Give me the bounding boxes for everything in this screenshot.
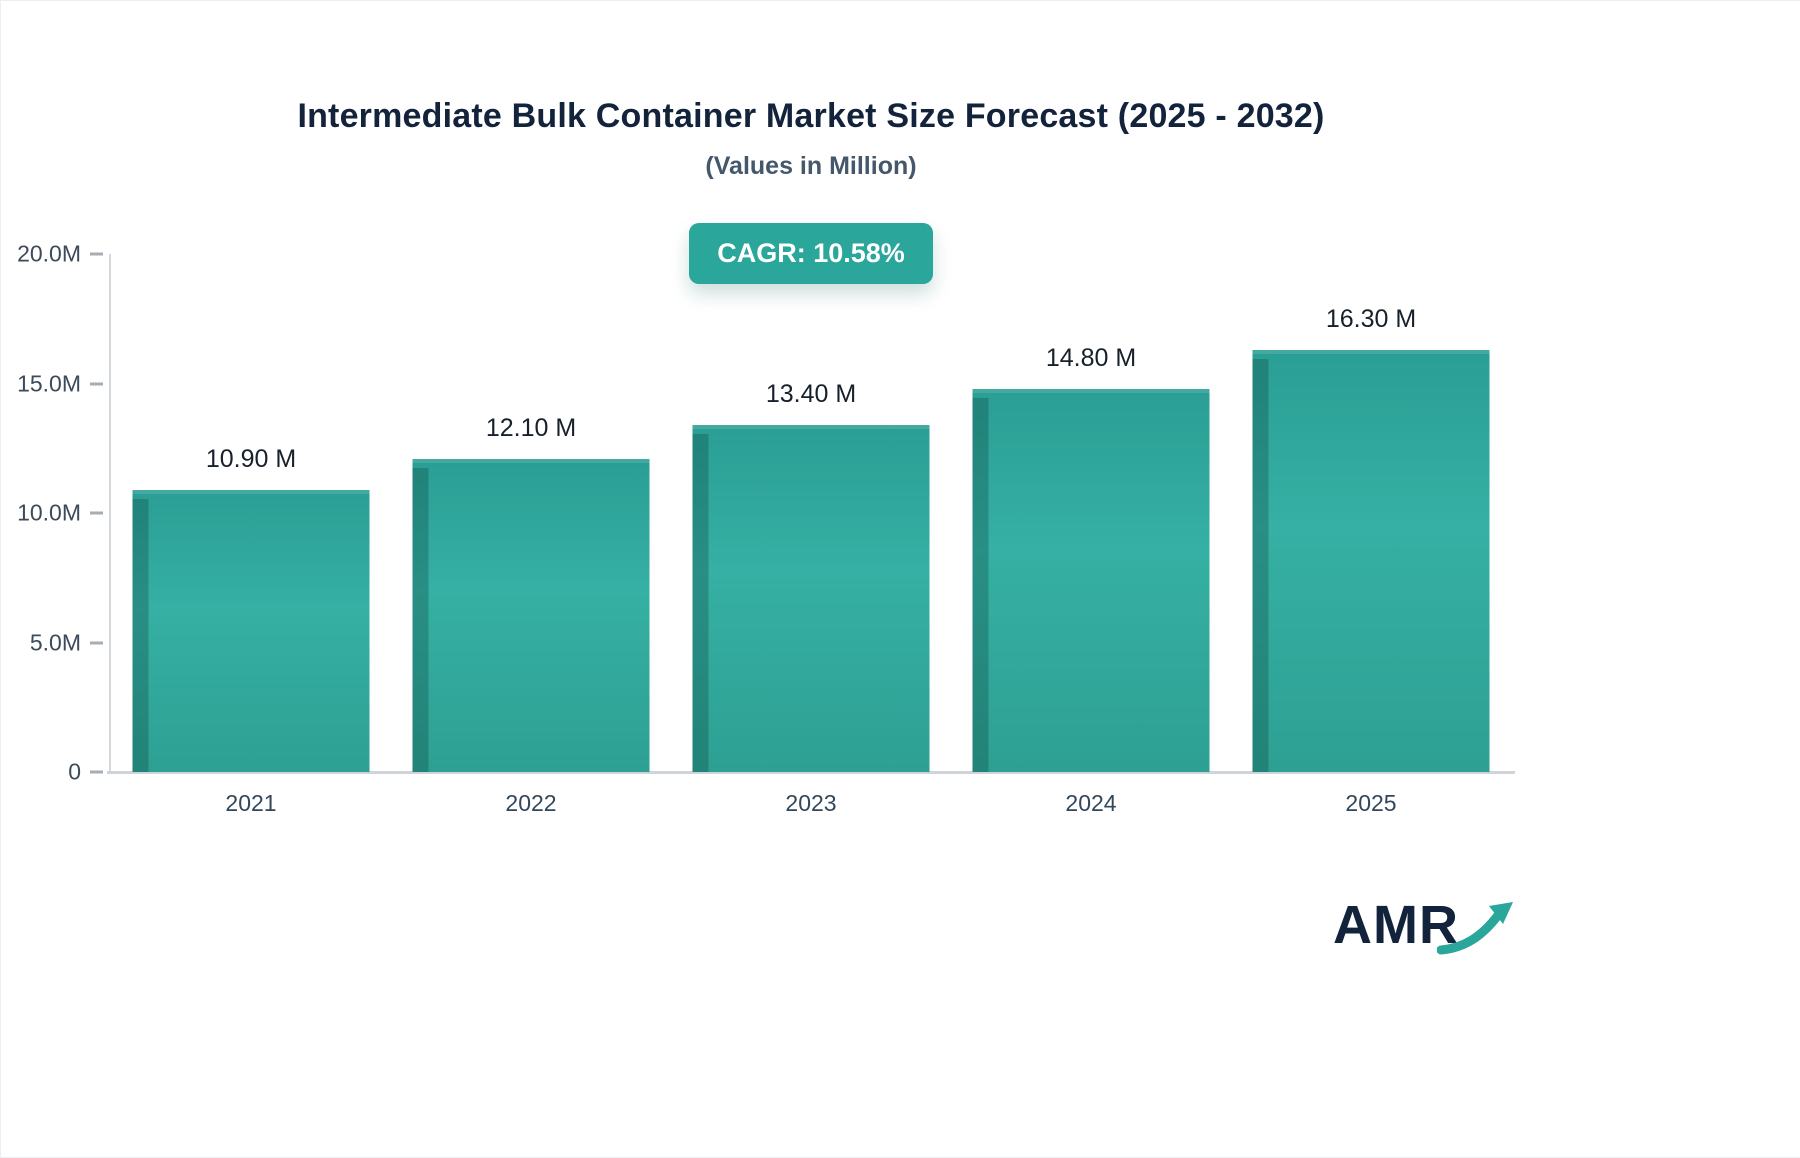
x-axis-label: 2025 bbox=[1345, 790, 1397, 816]
y-axis-line bbox=[109, 254, 111, 772]
amr-logo-text: AMR bbox=[1333, 895, 1459, 955]
chart-header: Intermediate Bulk Container Market Size … bbox=[1, 1, 1621, 284]
y-axis-tick-label: 0 bbox=[68, 758, 81, 785]
bar-slot: 13.40 M 2023 bbox=[671, 254, 951, 816]
y-axis-tick-label: 10.0M bbox=[17, 499, 81, 526]
bar-value-label: 14.80 M bbox=[1045, 343, 1137, 372]
plot-area: 0 5.0M 10.0M 15.0M 20.0M 10.90 M 2021 12.10 M 20… bbox=[17, 241, 1515, 816]
y-axis-tick-mark bbox=[90, 641, 103, 644]
bar-slot: 10.90 M 2021 bbox=[111, 254, 391, 816]
bar-2024 bbox=[972, 388, 1210, 773]
x-axis-label: 2024 bbox=[1065, 790, 1117, 816]
chart-subtitle: (Values in Million) bbox=[705, 152, 917, 180]
bar-2023 bbox=[692, 424, 930, 773]
bar-value-label: 16.30 M bbox=[1325, 304, 1417, 333]
y-axis-tick-mark bbox=[90, 511, 103, 515]
bar-value-label: 10.90 M bbox=[205, 444, 297, 473]
cagr-badge: CAGR: 10.58% bbox=[689, 223, 933, 284]
amr-logo-arrow-icon bbox=[1437, 902, 1513, 955]
x-axis-label: 2021 bbox=[225, 790, 277, 816]
bar-2022 bbox=[412, 458, 650, 773]
y-axis-tick-label: 20.0M bbox=[17, 240, 81, 267]
y-axis-tick-label: 5.0M bbox=[29, 629, 81, 655]
x-axis-label: 2022 bbox=[505, 790, 557, 816]
bar-2025 bbox=[1252, 349, 1490, 773]
y-axis-tick-mark bbox=[90, 770, 103, 774]
bar-value-label: 12.10 M bbox=[485, 413, 577, 442]
y-axis-tick-mark bbox=[90, 382, 103, 385]
x-axis-line bbox=[107, 771, 1515, 774]
y-axis-tick-label: 15.0M bbox=[17, 370, 81, 396]
bar-slot: 12.10 M 2022 bbox=[391, 254, 671, 816]
bar-2021 bbox=[132, 489, 370, 773]
bar-value-label: 13.40 M bbox=[765, 379, 857, 408]
bar-slot: 16.30 M 2025 bbox=[1231, 254, 1511, 816]
amr-logo: AMR bbox=[1333, 894, 1513, 964]
chart-title: Intermediate Bulk Container Market Size … bbox=[297, 97, 1325, 135]
y-axis-tick-mark bbox=[90, 252, 103, 256]
bar-slot: 14.80 M 2024 bbox=[951, 254, 1231, 816]
x-axis-label: 2023 bbox=[785, 790, 837, 816]
